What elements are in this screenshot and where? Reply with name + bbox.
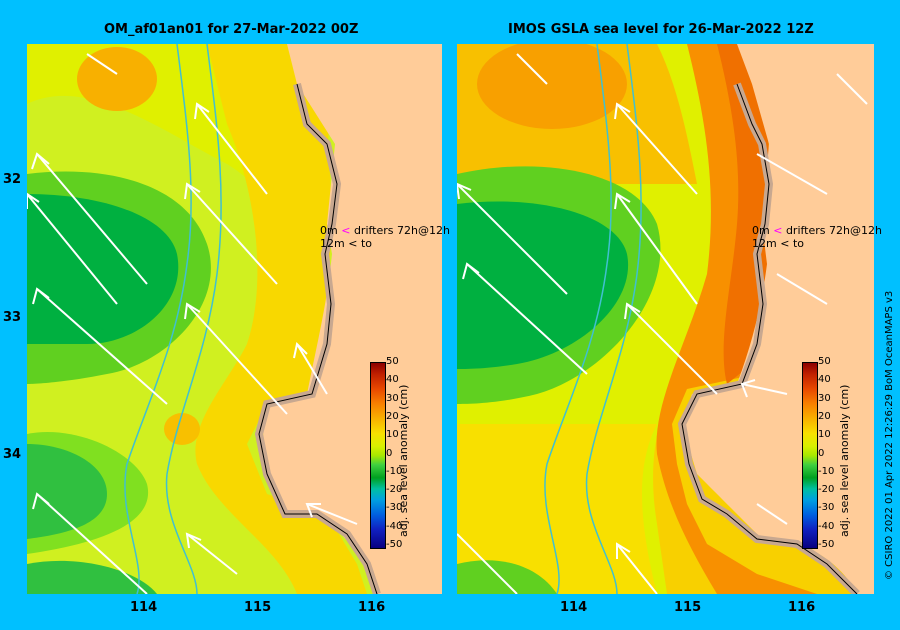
right-map-title: IMOS GSLA sea level for 26-Mar-2022 12Z: [508, 22, 814, 37]
colorbar: [370, 362, 386, 549]
colorbar-tick-label: -50: [386, 539, 403, 550]
colorbar-tick-label: -50: [818, 539, 835, 550]
colorbar-tick-label: 40: [818, 374, 831, 386]
anomaly-low-core: [27, 194, 179, 344]
colorbar-tick-label: 50: [386, 356, 399, 367]
colorbar-tick-label: 0: [386, 447, 393, 459]
x-tick-label: 115: [674, 600, 702, 615]
anomaly-low-south: [27, 444, 107, 539]
x-tick-label: 114: [560, 600, 588, 615]
colorbar-tick-label: -10: [386, 465, 403, 477]
drifter-12m-label: 12m < to: [752, 237, 804, 250]
current-arrows: [457, 53, 868, 594]
bathymetry-contour: [124, 44, 192, 594]
bathymetry-contour: [544, 44, 612, 594]
x-tick-label: 116: [788, 600, 816, 615]
anomaly-high: [477, 44, 627, 129]
colorbar-tick-label: 10: [386, 429, 399, 441]
colorbar-tick-label: -20: [818, 484, 835, 496]
colorbar-label: adj. sea level anomaly (cm): [838, 384, 851, 537]
bathymetry-contour: [165, 44, 222, 594]
colorbar-tick-label: 20: [818, 410, 831, 422]
land: [682, 44, 874, 594]
anomaly-zone-south: [457, 424, 657, 594]
bathymetry-contour: [585, 44, 642, 594]
drifter-0m-label: 0m < drifters 72h@12h: [752, 224, 882, 237]
anomaly-low-corner: [457, 560, 557, 594]
anomaly-low-corner: [27, 560, 157, 594]
left-sea-level-map: [27, 44, 442, 594]
coastline: [681, 83, 858, 594]
colorbar-tick-label: -40: [386, 520, 403, 532]
x-tick-label: 115: [244, 600, 272, 615]
colorbar-label: adj. sea level anomaly (cm): [397, 384, 410, 537]
drifter-12m-label: 12m < to: [320, 237, 372, 250]
current-arrows: [27, 53, 358, 594]
colorbar-tick-label: -40: [818, 520, 835, 532]
y-tick-label: 34: [3, 447, 22, 462]
colorbar-tick-label: 50: [818, 356, 831, 367]
anomaly-warm-patch: [164, 413, 200, 445]
colorbar-tick-label: 0: [818, 447, 825, 459]
credit-text: © CSIRO 2022 01 Apr 2022 12:26:29 BoM Oc…: [884, 290, 895, 580]
colorbar: [802, 362, 818, 549]
anomaly-warm-shelf: [195, 44, 367, 594]
right-sea-level-map: [457, 44, 874, 594]
left-map-canvas: [27, 44, 442, 594]
colorbar-tick-label: 30: [386, 392, 399, 404]
colorbar-tick-label: -20: [386, 484, 403, 496]
right-map-canvas: [457, 44, 874, 594]
colorbar-tick-label: -30: [818, 502, 835, 514]
y-tick-label: 33: [3, 310, 22, 325]
left-map-title: OM_af01an01 for 27-Mar-2022 00Z: [104, 22, 359, 37]
colorbar-tick-label: 20: [386, 410, 399, 422]
colorbar-tick-label: -10: [818, 465, 835, 477]
anomaly-high: [77, 47, 157, 111]
coastline: [258, 83, 378, 594]
colorbar-tick-label: 40: [386, 374, 399, 386]
colorbar-tick-label: 30: [818, 392, 831, 404]
drifter-0m-label: 0m < drifters 72h@12h: [320, 224, 450, 237]
colorbar-tick-label: 10: [818, 429, 831, 441]
y-tick-label: 32: [3, 172, 22, 187]
x-tick-label: 114: [130, 600, 158, 615]
colorbar-tick-label: -30: [386, 502, 403, 514]
anomaly-low-core: [457, 201, 629, 369]
land: [263, 44, 442, 594]
x-tick-label: 116: [358, 600, 386, 615]
